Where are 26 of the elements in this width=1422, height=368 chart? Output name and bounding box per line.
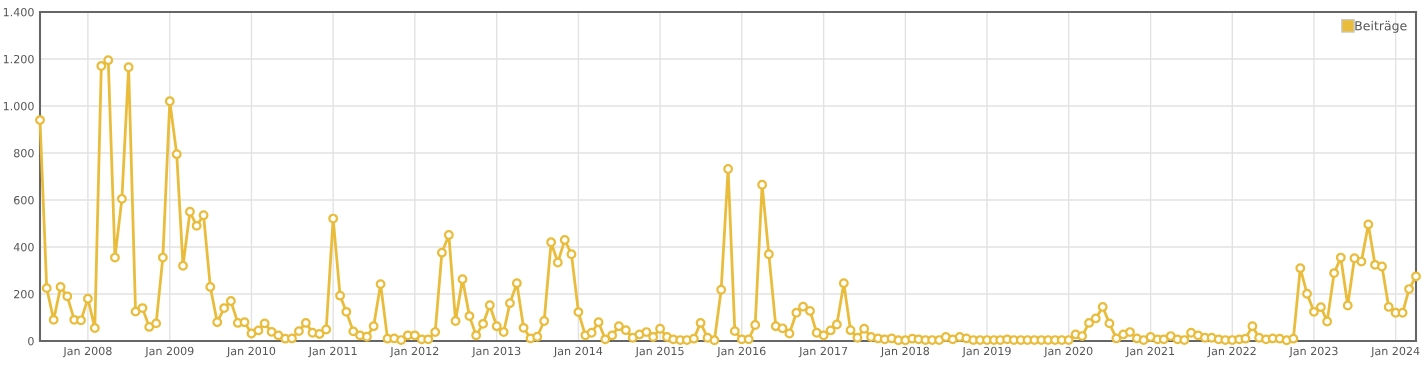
y-tick-label: 200 <box>14 289 34 299</box>
x-tick-label: Jan 2014 <box>553 346 603 358</box>
y-tick-label: 400 <box>13 242 34 252</box>
y-tick-label: 1.400 <box>3 7 34 17</box>
x-tick-label: Jan 2022 <box>1207 346 1256 358</box>
x-tick-label: Jan 2021 <box>1125 346 1175 358</box>
x-tick-label: Jan 2018 <box>880 346 930 358</box>
x-tick-label: Jan 2013 <box>471 346 521 358</box>
x-tick-label: Jan 2016 <box>716 346 766 358</box>
x-tick-label: Jan 2017 <box>798 346 848 358</box>
x-tick-label: Jan 2024 <box>1370 346 1420 358</box>
y-tick-label: 600 <box>14 195 34 205</box>
y-tick-label: 0 <box>28 336 34 346</box>
x-tick-label: Jan 2023 <box>1288 346 1338 358</box>
x-tick-label: Jan 2020 <box>1043 346 1093 358</box>
x-tick-label: Jan 2009 <box>144 346 194 358</box>
x-tick-label: Jan 2012 <box>389 346 439 358</box>
legend-label: Beiträge <box>1355 20 1407 33</box>
y-tick-label: 1.200 <box>3 54 34 64</box>
x-tick-label: Jan 2015 <box>635 346 684 358</box>
y-tick-label: 800 <box>13 148 34 158</box>
x-tick-label: Jan 2011 <box>308 346 357 358</box>
x-tick-label: Jan 2008 <box>62 346 112 358</box>
x-tick-label: Jan 2019 <box>961 346 1011 358</box>
x-tick-label: Jan 2010 <box>226 346 276 358</box>
y-tick-label: 1.000 <box>3 101 34 111</box>
